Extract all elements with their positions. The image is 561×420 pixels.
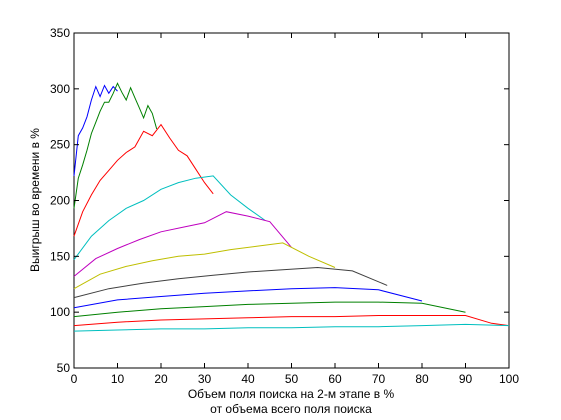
series-line-4 [73, 175, 266, 260]
series-line-11 [73, 323, 510, 332]
x-tick-label: 60 [328, 372, 342, 386]
plot-area [73, 32, 510, 369]
series-line-2 [73, 82, 158, 209]
y-tick-label: 350 [50, 26, 70, 40]
y-tick-label: 300 [50, 82, 70, 96]
y-tick-label: 150 [50, 249, 70, 263]
series-line-7 [73, 266, 388, 299]
y-tick-label: 50 [57, 361, 71, 375]
x-tick-label: 70 [372, 372, 386, 386]
y-tick-label: 200 [50, 194, 70, 208]
series-layer [73, 82, 510, 332]
x-axis-label-line1: Объем поля поиска на 2-м этапе в % [188, 387, 395, 401]
series-line-8 [73, 287, 423, 309]
series-line-1 [73, 84, 118, 176]
y-tick-label: 250 [50, 138, 70, 152]
x-tick-label: 0 [71, 372, 78, 386]
series-line-3 [73, 123, 214, 237]
x-axis-label-line2: от объема всего поля поиска [210, 402, 372, 416]
x-tick-label: 100 [499, 372, 519, 386]
series-line-6 [73, 242, 336, 290]
series-line-5 [73, 211, 292, 277]
y-tick-label: 100 [50, 305, 70, 319]
x-tick-label: 50 [285, 372, 299, 386]
y-axis-label: Выигрыш во времени в % [28, 128, 42, 272]
x-tick-label: 10 [111, 372, 125, 386]
x-tick-label: 20 [154, 372, 168, 386]
x-tick-label: 40 [241, 372, 255, 386]
x-tick-label: 90 [459, 372, 473, 386]
ticks-layer: 0 10 20 30 40 50 60 70 80 90 100 50 100 150 200 250 300 3… [50, 26, 519, 386]
x-tick-label: 80 [415, 372, 429, 386]
x-tick-label: 30 [198, 372, 212, 386]
series-line-9 [73, 301, 466, 318]
series-line-10 [73, 315, 510, 327]
